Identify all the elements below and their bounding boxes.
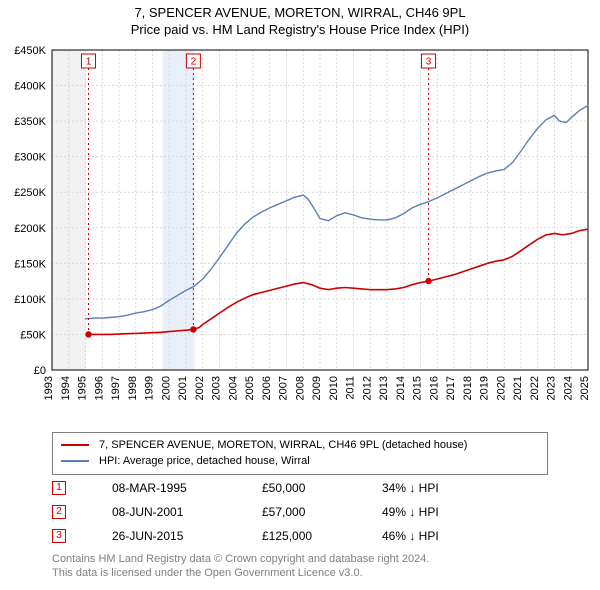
svg-text:1995: 1995 [77, 376, 89, 400]
svg-text:2009: 2009 [311, 376, 323, 400]
legend-label: HPI: Average price, detached house, Wirr… [99, 455, 310, 467]
svg-text:2000: 2000 [160, 376, 172, 400]
attribution-footer: Contains HM Land Registry data © Crown c… [52, 552, 548, 580]
sale-markers-table: 1 08-MAR-1995£50,00034% ↓ HPI 2 08-JUN-2001… [52, 476, 548, 548]
sale-marker-row: 1 08-MAR-1995£50,00034% ↓ HPI [52, 476, 548, 500]
legend-item: HPI: Average price, detached house, Wirr… [61, 453, 539, 469]
svg-text:2017: 2017 [445, 376, 457, 400]
marker-hpi-delta: 49% ↓ HPI [382, 505, 439, 519]
svg-text:2006: 2006 [261, 376, 273, 400]
svg-text:2018: 2018 [462, 376, 474, 400]
svg-text:2024: 2024 [562, 376, 574, 400]
marker-price: £50,000 [262, 481, 382, 495]
svg-text:2015: 2015 [412, 376, 424, 400]
svg-text:2022: 2022 [529, 376, 541, 400]
svg-text:2014: 2014 [395, 376, 407, 400]
svg-text:1994: 1994 [60, 376, 72, 400]
marker-number-cell: 3 [52, 529, 112, 543]
marker-price: £57,000 [262, 505, 382, 519]
svg-text:£250K: £250K [14, 187, 46, 199]
svg-text:2011: 2011 [345, 376, 357, 400]
legend-swatch [61, 460, 89, 462]
svg-text:2019: 2019 [479, 376, 491, 400]
marker-hpi-delta: 46% ↓ HPI [382, 529, 439, 543]
chart-container: { "title1": "7, SPENCER AVENUE, MORETON,… [0, 0, 600, 590]
marker-date: 08-MAR-1995 [112, 481, 262, 495]
legend-swatch [61, 444, 89, 446]
svg-text:2: 2 [191, 57, 197, 68]
svg-text:2016: 2016 [428, 376, 440, 400]
sale-marker-row: 3 26-JUN-2015£125,00046% ↓ HPI [52, 524, 548, 548]
svg-text:2001: 2001 [177, 376, 189, 400]
marker-price: £125,000 [262, 529, 382, 543]
attribution-line-2: This data is licensed under the Open Gov… [52, 566, 548, 580]
svg-text:2023: 2023 [546, 376, 558, 400]
price-chart: £0 £50K £100K £150K £200K £250K £300K £350K £400… [0, 44, 600, 424]
attribution-line-1: Contains HM Land Registry data © Crown c… [52, 552, 548, 566]
svg-text:1998: 1998 [127, 376, 139, 400]
svg-text:1999: 1999 [144, 376, 156, 400]
marker-number-cell: 2 [52, 505, 112, 519]
svg-text:2004: 2004 [227, 376, 239, 400]
svg-text:2010: 2010 [328, 376, 340, 400]
chart-title-line-2: Price paid vs. HM Land Registry's House … [0, 21, 600, 38]
chart-title-line-1: 7, SPENCER AVENUE, MORETON, WIRRAL, CH46… [0, 4, 600, 21]
svg-text:£200K: £200K [14, 223, 46, 235]
svg-text:£300K: £300K [14, 152, 46, 164]
sale-marker-row: 2 08-JUN-2001£57,00049% ↓ HPI [52, 500, 548, 524]
svg-text:£350K: £350K [14, 116, 46, 128]
legend: 7, SPENCER AVENUE, MORETON, WIRRAL, CH46… [52, 432, 548, 475]
svg-text:£100K: £100K [14, 294, 46, 306]
chart-titles: 7, SPENCER AVENUE, MORETON, WIRRAL, CH46… [0, 4, 600, 38]
svg-text:2005: 2005 [244, 376, 256, 400]
svg-text:2007: 2007 [278, 376, 290, 400]
marker-number-box: 1 [52, 481, 66, 495]
svg-text:2012: 2012 [361, 376, 373, 400]
svg-text:2013: 2013 [378, 376, 390, 400]
svg-text:2002: 2002 [194, 376, 206, 400]
svg-text:2008: 2008 [294, 376, 306, 400]
marker-number-cell: 1 [52, 481, 112, 495]
svg-text:1: 1 [86, 57, 92, 68]
svg-text:2021: 2021 [512, 376, 524, 400]
svg-text:2003: 2003 [211, 376, 223, 400]
svg-text:3: 3 [426, 57, 432, 68]
svg-text:2020: 2020 [495, 376, 507, 400]
svg-text:£400K: £400K [14, 81, 46, 93]
svg-text:1996: 1996 [93, 376, 105, 400]
svg-text:2025: 2025 [579, 376, 591, 400]
svg-text:£50K: £50K [20, 329, 46, 341]
marker-hpi-delta: 34% ↓ HPI [382, 481, 439, 495]
svg-text:1997: 1997 [110, 376, 122, 400]
marker-number-box: 2 [52, 505, 66, 519]
legend-item: 7, SPENCER AVENUE, MORETON, WIRRAL, CH46… [61, 437, 539, 453]
legend-label: 7, SPENCER AVENUE, MORETON, WIRRAL, CH46… [99, 439, 467, 451]
marker-date: 26-JUN-2015 [112, 529, 262, 543]
svg-text:1993: 1993 [43, 376, 55, 400]
marker-number-box: 3 [52, 529, 66, 543]
svg-text:£0: £0 [34, 365, 46, 377]
svg-text:£450K: £450K [14, 45, 46, 57]
svg-text:£150K: £150K [14, 258, 46, 270]
marker-date: 08-JUN-2001 [112, 505, 262, 519]
